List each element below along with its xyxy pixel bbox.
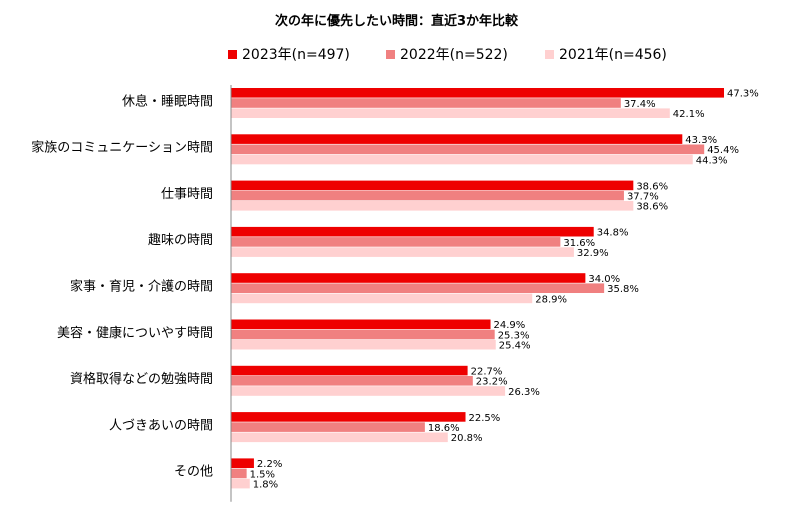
data-label: 2.2%: [257, 459, 282, 470]
data-label: 34.0%: [588, 274, 620, 285]
data-label: 28.9%: [535, 294, 567, 305]
data-label: 35.8%: [607, 284, 639, 295]
chart-title: 次の年に優先したい時間：直近3か年比較: [274, 14, 519, 29]
bar-2021-8: [231, 478, 250, 489]
data-label: 1.5%: [250, 469, 275, 480]
bar-2023-8: [231, 458, 254, 468]
bar-2022-3: [231, 237, 561, 247]
category-label: 美容・健康についやす時間: [57, 325, 213, 341]
data-label: 18.6%: [428, 423, 460, 434]
legend-label-2021: 2021年(n=456): [559, 47, 667, 63]
data-label: 23.2%: [476, 377, 508, 388]
data-label: 26.3%: [508, 387, 540, 398]
category-label: 資格取得などの勉強時間: [70, 371, 213, 387]
category-label: 仕事時間: [161, 187, 213, 202]
data-label: 24.9%: [494, 320, 526, 331]
bar-2022-4: [231, 283, 605, 293]
data-label: 25.3%: [498, 330, 530, 341]
bar-2021-0: [231, 108, 670, 118]
bar-2023-0: [231, 88, 724, 98]
bar-2022-7: [231, 422, 425, 432]
category-label: その他: [174, 465, 213, 480]
data-label: 22.5%: [469, 413, 501, 424]
bar-2021-7: [231, 432, 448, 443]
data-label: 32.9%: [577, 248, 609, 259]
legend-label-2023: 2023年(n=497): [242, 47, 350, 63]
data-label: 38.6%: [636, 202, 668, 213]
category-label: 休息・睡眠時間: [122, 93, 213, 109]
bar-2022-0: [231, 98, 621, 108]
data-label: 45.4%: [707, 145, 739, 156]
legend-swatch-2023: [228, 49, 237, 59]
bar-2021-6: [231, 386, 506, 396]
legend-swatch-2022: [386, 49, 395, 59]
bar-2021-5: [231, 339, 496, 350]
bar-2023-7: [231, 412, 466, 422]
data-label: 1.8%: [253, 480, 278, 491]
data-label: 34.8%: [597, 228, 629, 239]
bar-2023-5: [231, 319, 491, 330]
legend-item-2023: 2023年(n=497): [228, 44, 350, 64]
legend-label-2022: 2022年(n=522): [400, 47, 508, 63]
data-label: 43.3%: [685, 135, 717, 146]
legend-item-2022: 2022年(n=522): [386, 44, 508, 64]
bar-2021-3: [231, 247, 574, 257]
legend: 2023年(n=497) 2022年(n=522) 2021年(n=456): [0, 44, 793, 68]
category-label: 家事・育児・介護の時間: [70, 279, 213, 295]
bar-2021-1: [231, 154, 693, 165]
data-label: 20.8%: [451, 433, 483, 444]
bar-2022-2: [231, 190, 624, 201]
bar-2022-6: [231, 376, 473, 386]
category-label: 趣味の時間: [148, 233, 213, 248]
legend-item-2021: 2021年(n=456): [545, 44, 667, 64]
bar-2022-5: [231, 329, 495, 340]
data-label: 47.3%: [727, 89, 759, 100]
bar-2023-6: [231, 365, 468, 376]
category-label: 家族のコミュニケーション時間: [31, 140, 213, 156]
data-label: 22.7%: [471, 367, 503, 378]
data-label: 31.6%: [563, 238, 595, 249]
data-label: 37.7%: [627, 192, 659, 203]
bar-2021-2: [231, 201, 634, 211]
data-label: 38.6%: [636, 181, 668, 192]
category-label: 人づきあいの時間: [109, 418, 213, 433]
bar-2022-1: [231, 144, 705, 155]
bar-2023-1: [231, 134, 683, 144]
bar-2023-2: [231, 180, 634, 191]
data-label: 42.1%: [673, 109, 705, 120]
data-label: 25.4%: [499, 341, 531, 352]
bar-2021-4: [231, 293, 533, 304]
bar-2023-4: [231, 273, 586, 283]
bar-2023-3: [231, 226, 594, 237]
bar-2022-8: [231, 468, 247, 479]
legend-swatch-2021: [545, 49, 554, 59]
data-label: 37.4%: [624, 99, 656, 110]
data-label: 44.3%: [696, 155, 728, 166]
